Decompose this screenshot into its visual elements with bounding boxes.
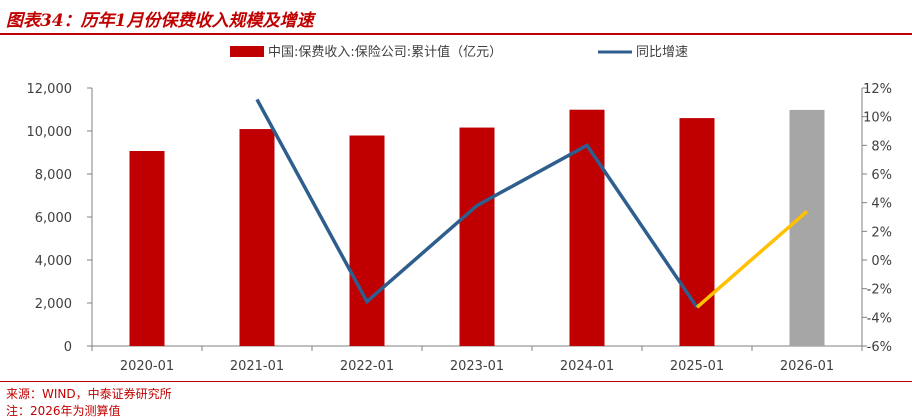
y-left-tick-label: 2,000 xyxy=(35,297,72,312)
y-right-tick-label: 4% xyxy=(871,197,892,212)
y-left-tick-label: 10,000 xyxy=(27,125,73,140)
lines xyxy=(255,98,809,309)
y-left-tick-label: 4,000 xyxy=(35,254,72,269)
title-bar: 图表34：历年1月份保费收入规模及增速 xyxy=(0,0,912,35)
y-right-tick-label: -6% xyxy=(867,340,892,355)
legend: 中国:保费收入:保险公司:累计值（亿元） 同比增速 xyxy=(230,44,688,60)
x-tick-label: 2025-01 xyxy=(670,359,724,374)
y-left-tick-label: 6,000 xyxy=(35,211,72,226)
bar-estimate xyxy=(789,109,825,347)
growth-line xyxy=(255,98,699,309)
axes: 0 2,000 4,000 6,000 8,000 10,000 12,000 -6% -4% -… xyxy=(27,82,893,374)
title-divider xyxy=(0,33,912,35)
bar xyxy=(459,127,495,346)
footer-divider xyxy=(0,381,912,382)
y-right-tick-label: 12% xyxy=(863,82,892,97)
source-note: 来源：WIND，中泰证券研究所 xyxy=(6,387,172,401)
y-right-tick-label: -4% xyxy=(867,311,892,326)
y-left-tick-label: 12,000 xyxy=(27,82,73,97)
bars xyxy=(129,109,825,347)
y-right-tick-label: 6% xyxy=(871,168,892,183)
y-right-tick-label: 2% xyxy=(871,225,892,240)
x-tick-label: 2023-01 xyxy=(450,359,504,374)
y-right-tick-label: 10% xyxy=(863,111,892,126)
legend-label-bar: 中国:保费收入:保险公司:累计值（亿元） xyxy=(268,44,502,60)
y-right-tick-label: 0% xyxy=(871,254,892,269)
bar xyxy=(239,129,275,346)
growth-line-estimate xyxy=(695,209,809,309)
chart-title: 图表34：历年1月份保费收入规模及增速 xyxy=(6,11,314,31)
x-tick-label: 2020-01 xyxy=(120,359,174,374)
bar xyxy=(349,135,385,346)
y-left-tick-label: 8,000 xyxy=(35,168,72,183)
bar xyxy=(569,109,605,346)
legend-label-line: 同比增速 xyxy=(636,45,688,60)
x-tick-label: 2021-01 xyxy=(230,359,284,374)
estimate-note: 注：2026年为测算值 xyxy=(6,404,121,418)
x-tick-label: 2022-01 xyxy=(340,359,394,374)
x-tick-label: 2024-01 xyxy=(560,359,614,374)
bar xyxy=(129,150,165,346)
y-right-tick-label: 8% xyxy=(871,139,892,154)
chart: 中国:保费收入:保险公司:累计值（亿元） 同比增速 0 2,000 4,000 6,0… xyxy=(27,44,893,374)
x-tick-label: 2026-01 xyxy=(780,359,834,374)
legend-swatch-bar xyxy=(230,46,264,57)
bar xyxy=(679,118,715,346)
y-left-tick-label: 0 xyxy=(64,340,72,355)
y-right-tick-label: -2% xyxy=(867,283,892,298)
